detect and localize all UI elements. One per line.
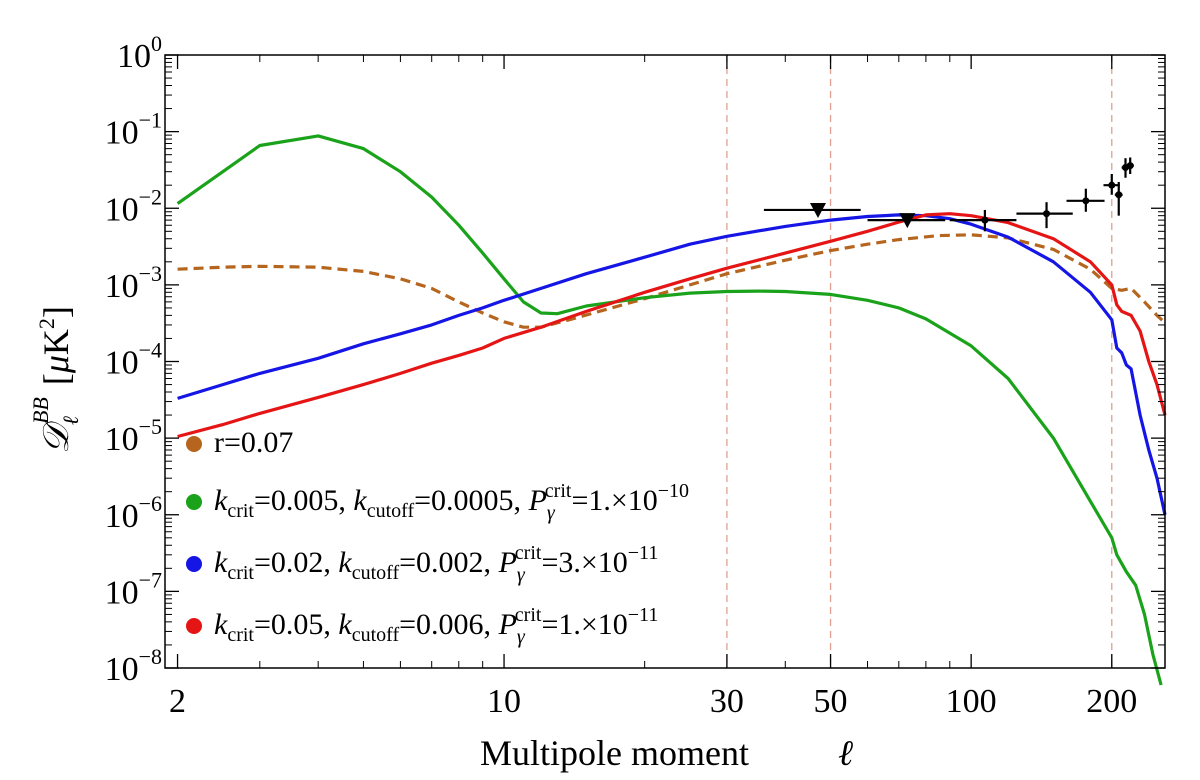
y-tick-label-−3: 10−3 xyxy=(105,261,162,305)
data-points xyxy=(763,157,1134,232)
legend-swatch xyxy=(186,436,202,452)
vertical-guide-lines xyxy=(726,55,1113,668)
data-marker xyxy=(1082,197,1090,205)
series-line-2 xyxy=(177,213,1167,516)
series-lines xyxy=(176,134,1167,686)
axis-ticks xyxy=(165,54,1165,669)
y-tick-label-−1: 10−1 xyxy=(105,108,162,152)
series-line-1 xyxy=(176,134,1163,686)
legend-item-3: kcrit=0.05, kcutoff=0.006, Pγcrit=1.×10−… xyxy=(186,604,658,648)
upper-limit-0 xyxy=(763,202,861,218)
y-tick-labels: 100 10−1 10−2 10−3 10−4 10−5 10−6 10−7 10−8 xyxy=(105,31,162,688)
data-point-4 xyxy=(1114,182,1123,216)
upper-limit-marker xyxy=(809,202,826,218)
x-tick-label-30: 30 xyxy=(710,683,744,720)
data-marker xyxy=(981,216,989,224)
y-tick-label-−7: 10−7 xyxy=(105,567,162,611)
data-point-2 xyxy=(1066,188,1105,212)
legend-swatch xyxy=(186,494,202,510)
x-tick-labels: 2 10 30 50 100 200 xyxy=(169,683,1137,720)
y-tick-label-−2: 10−2 xyxy=(105,184,162,228)
series-line-0 xyxy=(177,233,1167,329)
y-tick-label-−4: 10−4 xyxy=(105,338,162,382)
legend-item-2: kcrit=0.02, kcutoff=0.002, Pγcrit=3.×10−… xyxy=(186,542,658,586)
series-line-3 xyxy=(177,212,1167,439)
y-tick-label-0: 100 xyxy=(117,31,162,75)
x-tick-label-10: 10 xyxy=(487,683,521,720)
y-axis-title: 𝒟ℓBB[μK2] xyxy=(28,306,83,454)
legend-label: kcrit=0.005, kcutoff=0.0005, Pγcrit=1.×1… xyxy=(214,480,689,524)
legend-label: r=0.07 xyxy=(214,426,293,459)
data-marker xyxy=(1043,210,1051,218)
data-point-3 xyxy=(1103,173,1120,195)
x-tick-label-100: 100 xyxy=(946,683,997,720)
y-tick-label-−6: 10−6 xyxy=(105,491,162,535)
legend-swatch xyxy=(186,618,202,634)
x-tick-label-2: 2 xyxy=(169,683,186,720)
y-tick-label-−5: 10−5 xyxy=(105,414,162,458)
legend-swatch xyxy=(186,556,202,572)
data-marker xyxy=(1126,162,1134,170)
legend-label: kcrit=0.05, kcutoff=0.006, Pγcrit=1.×10−… xyxy=(214,604,658,648)
data-marker xyxy=(1115,191,1123,199)
legend: r=0.07 kcrit=0.005, kcutoff=0.0005, Pγcri… xyxy=(186,426,689,648)
data-point-0 xyxy=(949,209,1017,232)
data-point-6 xyxy=(1126,157,1134,174)
x-tick-label-50: 50 xyxy=(814,683,848,720)
legend-item-1: kcrit=0.005, kcutoff=0.0005, Pγcrit=1.×1… xyxy=(186,480,689,524)
x-tick-label-200: 200 xyxy=(1086,683,1137,720)
x-axis-symbol: ℓ xyxy=(838,733,853,773)
data-marker xyxy=(1108,181,1116,189)
y-tick-label-−8: 10−8 xyxy=(105,644,162,688)
upper-limit-marker xyxy=(899,213,916,229)
upper-limit-1 xyxy=(867,213,946,229)
data-point-1 xyxy=(1016,202,1073,229)
legend-label: kcrit=0.02, kcutoff=0.002, Pγcrit=3.×10−… xyxy=(214,542,658,586)
x-axis-title: Multipole moment xyxy=(480,733,749,773)
legend-item-0: r=0.07 xyxy=(186,426,293,459)
